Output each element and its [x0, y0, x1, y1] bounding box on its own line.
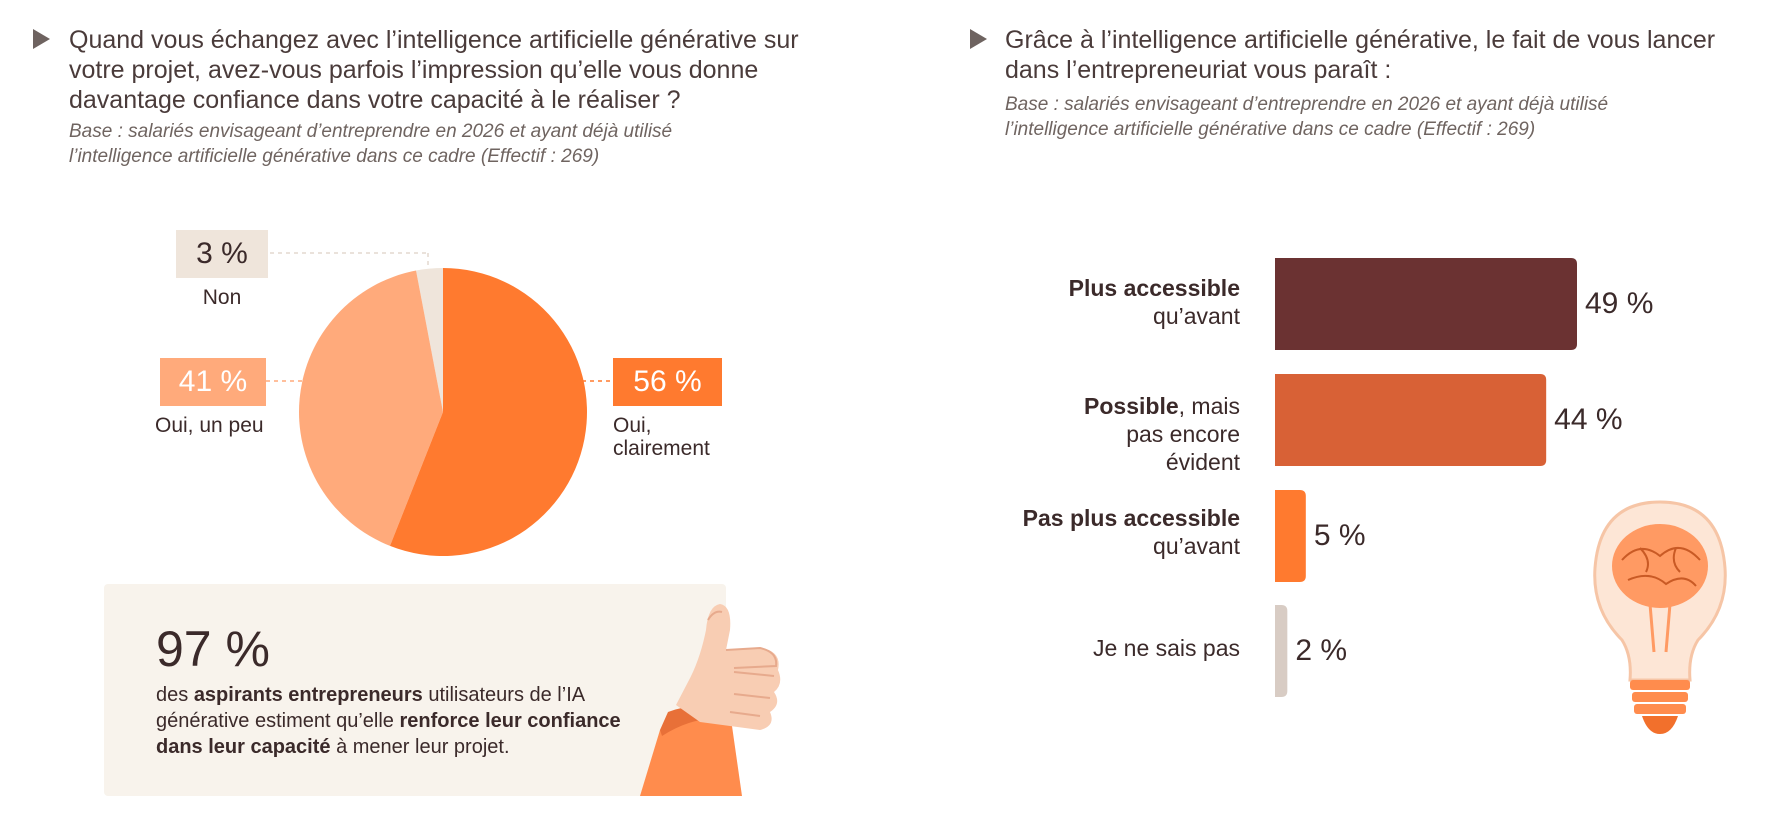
bar-label-bold: Possible: [1084, 393, 1179, 419]
callout-bold-part: aspirants entrepreneurs: [193, 684, 423, 706]
pie-label-non: Non: [202, 286, 242, 309]
bar-value-plus-accessible: 49 %: [1585, 287, 1654, 320]
bullet-triangle-icon: [33, 29, 50, 49]
bar-label-pas-plus-accessible: Pas plus accessible qu’avant: [980, 504, 1240, 560]
pie-value-oui-un-peu: 41 %: [160, 358, 266, 406]
bar-label-rest: qu’avant: [1153, 303, 1240, 329]
callout-text-part: des: [156, 684, 194, 706]
right-question-base: Base : salariés envisageant d’entreprend…: [1005, 94, 1609, 140]
bar-label-possible: Possible, mais pas encore évident: [1060, 392, 1240, 476]
bar-label-je-ne-sais-pas: Je ne sais pas: [980, 634, 1240, 662]
bar-label-bold: Plus accessible: [1068, 275, 1240, 301]
bar-value-possible: 44 %: [1554, 403, 1623, 436]
bar-label-rest: qu’avant: [1153, 533, 1240, 559]
pie-slice-oui-clairement: [389, 268, 588, 556]
bar-label-bold: Pas plus accessible: [1022, 505, 1240, 531]
left-question-base: Base : salariés envisageant d’entreprend…: [69, 121, 673, 167]
bullet-triangle-icon: [970, 29, 987, 49]
bar-value-pas-plus-accessible: 5 %: [1313, 519, 1366, 552]
callout-bold-part: renforce leur confiance dans leur capaci…: [156, 710, 621, 758]
pie-value-non: 3 %: [176, 230, 268, 278]
left-question-title: Quand vous échangez avec l’intelligence …: [69, 26, 799, 114]
callout-text-part: à mener leur projet.: [330, 736, 510, 758]
bar-label-rest: , mais pas encore évident: [1126, 393, 1240, 475]
callout-number: 97 %: [156, 621, 270, 677]
bar-value-je-ne-sais-pas: 2 %: [1295, 634, 1348, 667]
pie-slice-oui-un-peu: [298, 270, 443, 546]
bar-je-ne-sais-pas: [1275, 605, 1288, 697]
bar-plus-accessible: [1275, 258, 1577, 350]
right-question-title: Grâce à l’intelligence artificielle géné…: [1005, 26, 1716, 84]
callout-panel: 97 % des aspirants entrepreneurs utilisa…: [104, 584, 726, 796]
bar-possible: [1275, 374, 1547, 466]
callout-text: des aspirants entrepreneurs utilisateurs…: [156, 682, 656, 760]
bar-label-rest: Je ne sais pas: [1092, 635, 1240, 661]
pie-label-oui-clairement: Oui, clairement: [613, 414, 710, 460]
bar-label-plus-accessible: Plus accessible qu’avant: [980, 274, 1240, 330]
pie-value-oui-clairement: 56 %: [613, 358, 722, 406]
callout-text-part: utilisateurs de l’IA générative estiment…: [156, 684, 584, 732]
pie-slice-non: [416, 268, 443, 412]
pie-label-oui-un-peu: Oui, un peu: [155, 414, 264, 437]
bar-pas-plus-accessible: [1275, 490, 1306, 582]
